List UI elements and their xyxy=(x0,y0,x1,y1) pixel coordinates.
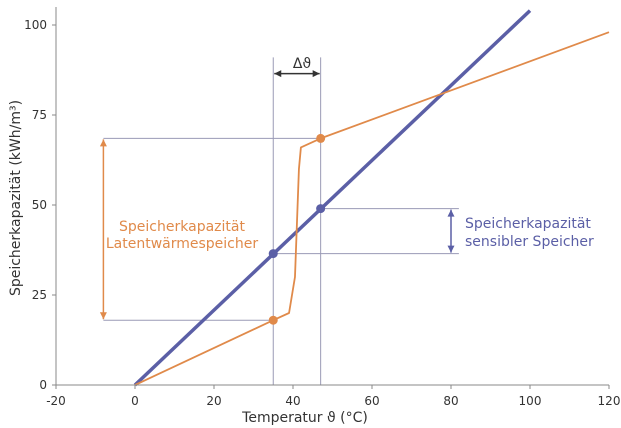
latent-annotation-line2: Latentwärmespeicher xyxy=(106,236,259,252)
sensible-point xyxy=(268,249,278,259)
sensible-series-line xyxy=(133,9,532,387)
x-axis-title: Temperatur ϑ (°C) xyxy=(241,410,368,426)
delta-theta-arrow xyxy=(274,70,320,78)
x-tick-label: 100 xyxy=(519,394,542,408)
arrow-head xyxy=(99,139,107,147)
x-tick-label: 40 xyxy=(285,394,300,408)
axes: -20 0 20 40 60 80 100 120 0 25 50 75 100 xyxy=(24,7,620,408)
arrow-head xyxy=(99,312,107,320)
y-tick-label: 75 xyxy=(32,108,47,122)
latent-annotation-line1: Speicherkapazität xyxy=(119,219,245,235)
latent-capacity-arrow xyxy=(99,139,107,320)
sensible-annotation-line1: Speicherkapazität xyxy=(465,216,591,232)
y-tick-label: 50 xyxy=(32,198,47,212)
x-tick-label: 0 xyxy=(131,394,139,408)
arrow-head xyxy=(312,70,320,78)
arrow-head xyxy=(447,245,455,253)
y-tick-label: 0 xyxy=(39,378,47,392)
latent-point xyxy=(268,315,278,325)
x-tick-label: -20 xyxy=(46,394,66,408)
x-tick-label: 120 xyxy=(598,394,621,408)
arrow-head xyxy=(274,70,282,78)
guide-lines xyxy=(99,57,459,385)
sensible-annotation-line2: sensibler Speicher xyxy=(465,234,594,250)
arrow-head xyxy=(447,209,455,217)
x-tick-label: 60 xyxy=(364,394,379,408)
series-layer xyxy=(133,9,610,387)
y-axis-title: Speicherkapazität (kWh/m³) xyxy=(8,100,24,296)
delta-theta-label: Δϑ xyxy=(293,56,311,72)
markers-layer xyxy=(268,133,326,325)
latent-point xyxy=(316,133,326,143)
y-tick-label: 25 xyxy=(32,288,47,302)
y-tick-label: 100 xyxy=(24,18,47,32)
x-tick-label: 80 xyxy=(443,394,458,408)
x-tick-label: 20 xyxy=(206,394,221,408)
sensible-capacity-arrow xyxy=(447,209,455,253)
sensible-point xyxy=(316,204,326,214)
